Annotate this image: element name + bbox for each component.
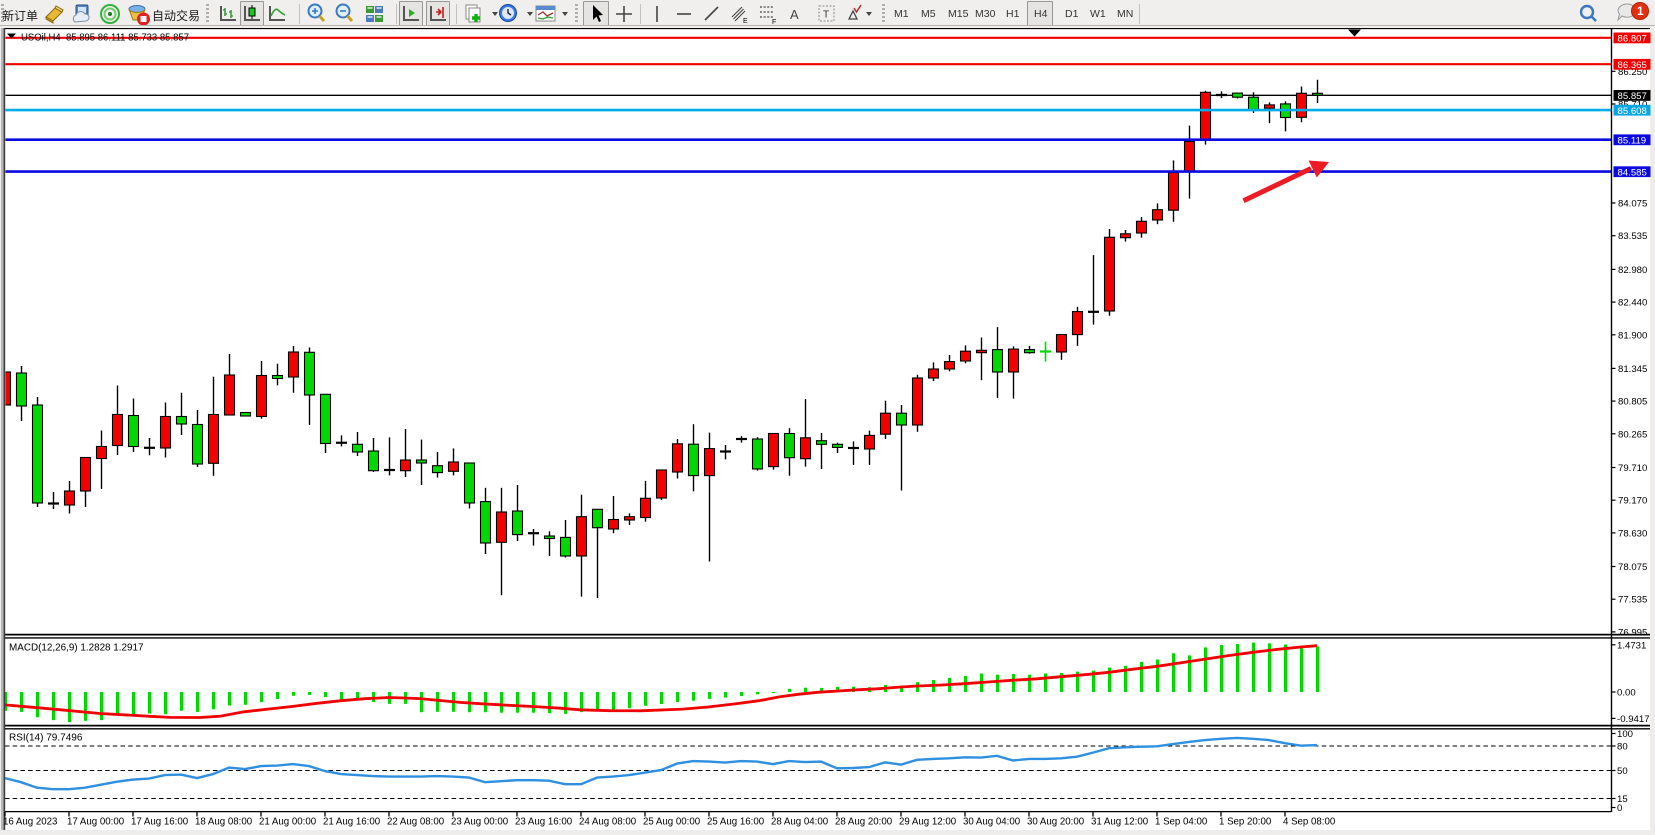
svg-text:25 Aug 16:00: 25 Aug 16:00 — [707, 817, 765, 828]
svg-text:86.365: 86.365 — [1618, 60, 1647, 71]
svg-text:24 Aug 08:00: 24 Aug 08:00 — [579, 817, 637, 828]
svg-text:80: 80 — [1617, 742, 1628, 753]
svg-text:1 Sep 04:00: 1 Sep 04:00 — [1155, 817, 1208, 828]
svg-text:84.585: 84.585 — [1618, 167, 1647, 178]
svg-text:18 Aug 08:00: 18 Aug 08:00 — [195, 817, 253, 828]
svg-text:30 Aug 20:00: 30 Aug 20:00 — [1027, 817, 1085, 828]
svg-text:17 Aug 00:00: 17 Aug 00:00 — [67, 817, 125, 828]
svg-text:1: 1 — [1637, 4, 1644, 18]
svg-text:77.535: 77.535 — [1618, 595, 1647, 606]
svg-text:30 Aug 04:00: 30 Aug 04:00 — [963, 817, 1021, 828]
svg-text:16 Aug 2023: 16 Aug 2023 — [3, 817, 57, 828]
svg-text:RSI(14) 79.7496: RSI(14) 79.7496 — [9, 733, 83, 744]
svg-text:-0.9417: -0.9417 — [1617, 714, 1650, 725]
svg-text:T: T — [823, 10, 829, 21]
svg-text:0.00: 0.00 — [1617, 688, 1636, 699]
svg-text:76.995: 76.995 — [1618, 627, 1647, 638]
svg-text:82.440: 82.440 — [1618, 298, 1647, 309]
svg-text:31 Aug 12:00: 31 Aug 12:00 — [1091, 817, 1149, 828]
svg-text:85.857: 85.857 — [1618, 91, 1647, 102]
svg-text:50: 50 — [1617, 766, 1628, 777]
svg-text:82.980: 82.980 — [1618, 265, 1647, 276]
svg-text:85.608: 85.608 — [1618, 106, 1647, 117]
svg-text:15: 15 — [1617, 794, 1628, 805]
svg-text:28 Aug 04:00: 28 Aug 04:00 — [771, 817, 829, 828]
svg-text:22 Aug 08:00: 22 Aug 08:00 — [387, 817, 445, 828]
svg-text:4 Sep 08:00: 4 Sep 08:00 — [1283, 817, 1336, 828]
svg-text:85.119: 85.119 — [1618, 135, 1647, 146]
svg-text:79.170: 79.170 — [1618, 496, 1647, 507]
svg-text:1.4731: 1.4731 — [1617, 640, 1646, 651]
svg-text:86.250: 86.250 — [1618, 67, 1647, 78]
svg-text:28 Aug 20:00: 28 Aug 20:00 — [835, 817, 893, 828]
svg-text:78.630: 78.630 — [1618, 528, 1647, 539]
svg-text:86.807: 86.807 — [1618, 34, 1647, 45]
svg-text:23 Aug 16:00: 23 Aug 16:00 — [515, 817, 573, 828]
svg-text:78.075: 78.075 — [1618, 562, 1647, 573]
svg-text:79.710: 79.710 — [1618, 463, 1647, 474]
svg-text:1 Sep 20:00: 1 Sep 20:00 — [1219, 817, 1272, 828]
svg-text:81.345: 81.345 — [1618, 364, 1647, 375]
svg-text:21 Aug 16:00: 21 Aug 16:00 — [323, 817, 381, 828]
svg-text:84.075: 84.075 — [1618, 199, 1647, 210]
svg-text:80.265: 80.265 — [1618, 429, 1647, 440]
svg-text:80.805: 80.805 — [1618, 397, 1647, 408]
svg-text:21 Aug 00:00: 21 Aug 00:00 — [259, 817, 317, 828]
svg-text:17 Aug 16:00: 17 Aug 16:00 — [131, 817, 189, 828]
svg-text:25 Aug 00:00: 25 Aug 00:00 — [643, 817, 701, 828]
svg-text:MACD(12,26,9) 1.2828 1.2917: MACD(12,26,9) 1.2828 1.2917 — [9, 643, 144, 654]
svg-text:100: 100 — [1617, 729, 1633, 740]
svg-text:29 Aug 12:00: 29 Aug 12:00 — [899, 817, 957, 828]
svg-text:81.900: 81.900 — [1618, 330, 1647, 341]
svg-text:E: E — [743, 18, 748, 25]
svg-text:23 Aug 00:00: 23 Aug 00:00 — [451, 817, 509, 828]
svg-text:83.535: 83.535 — [1618, 231, 1647, 242]
svg-text:USOil,H4 85.895 86.111 85.733: USOil,H4 85.895 86.111 85.733 85.857 — [21, 33, 189, 44]
svg-text:F: F — [772, 19, 776, 25]
svg-text:0: 0 — [1617, 803, 1622, 814]
